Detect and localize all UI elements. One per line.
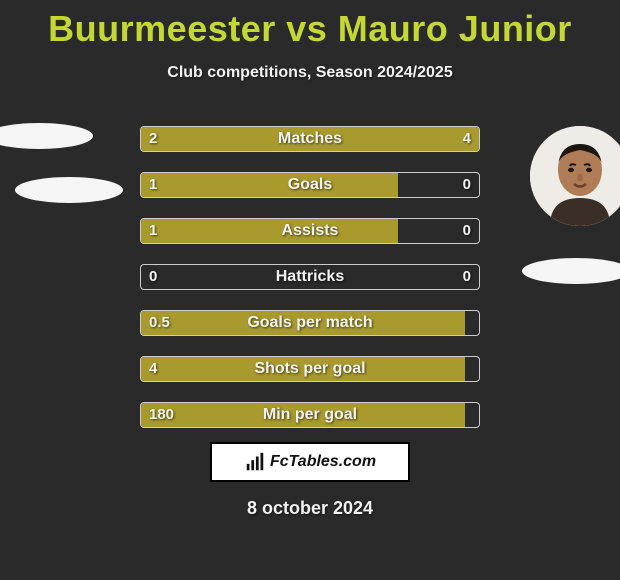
comparison-title: Buurmeester vs Mauro Junior: [0, 0, 620, 50]
bar-label: Goals per match: [141, 311, 479, 335]
club-badge-left-2: [15, 177, 123, 203]
bar-label: Min per goal: [141, 403, 479, 427]
generation-date: 8 october 2024: [0, 498, 620, 519]
bar-label: Assists: [141, 219, 479, 243]
bar-value-right: 0: [463, 265, 471, 289]
chart-bars-icon: [244, 451, 266, 473]
player-avatar-right: [530, 126, 620, 226]
bar-label: Goals: [141, 173, 479, 197]
watermark: FcTables.com: [210, 442, 410, 482]
bar-goals-per-match: 0.5 Goals per match: [140, 310, 480, 336]
bar-hattricks: 0 Hattricks 0: [140, 264, 480, 290]
bar-value-right: 0: [463, 219, 471, 243]
bar-matches: 2 Matches 4: [140, 126, 480, 152]
bar-label: Matches: [141, 127, 479, 151]
bar-shots-per-goal: 4 Shots per goal: [140, 356, 480, 382]
bar-label: Shots per goal: [141, 357, 479, 381]
player-photo-icon: [530, 126, 620, 226]
comparison-subtitle: Club competitions, Season 2024/2025: [0, 64, 620, 82]
bar-goals: 1 Goals 0: [140, 172, 480, 198]
bar-assists: 1 Assists 0: [140, 218, 480, 244]
club-badge-left-1: [0, 123, 93, 149]
bar-min-per-goal: 180 Min per goal: [140, 402, 480, 428]
club-badge-right: [522, 258, 620, 284]
bar-label: Hattricks: [141, 265, 479, 289]
bar-value-right: 4: [463, 127, 471, 151]
watermark-text: FcTables.com: [270, 453, 376, 471]
bar-value-right: 0: [463, 173, 471, 197]
stats-bars: 2 Matches 4 1 Goals 0 1 Assists 0 0 Hatt…: [140, 126, 480, 448]
